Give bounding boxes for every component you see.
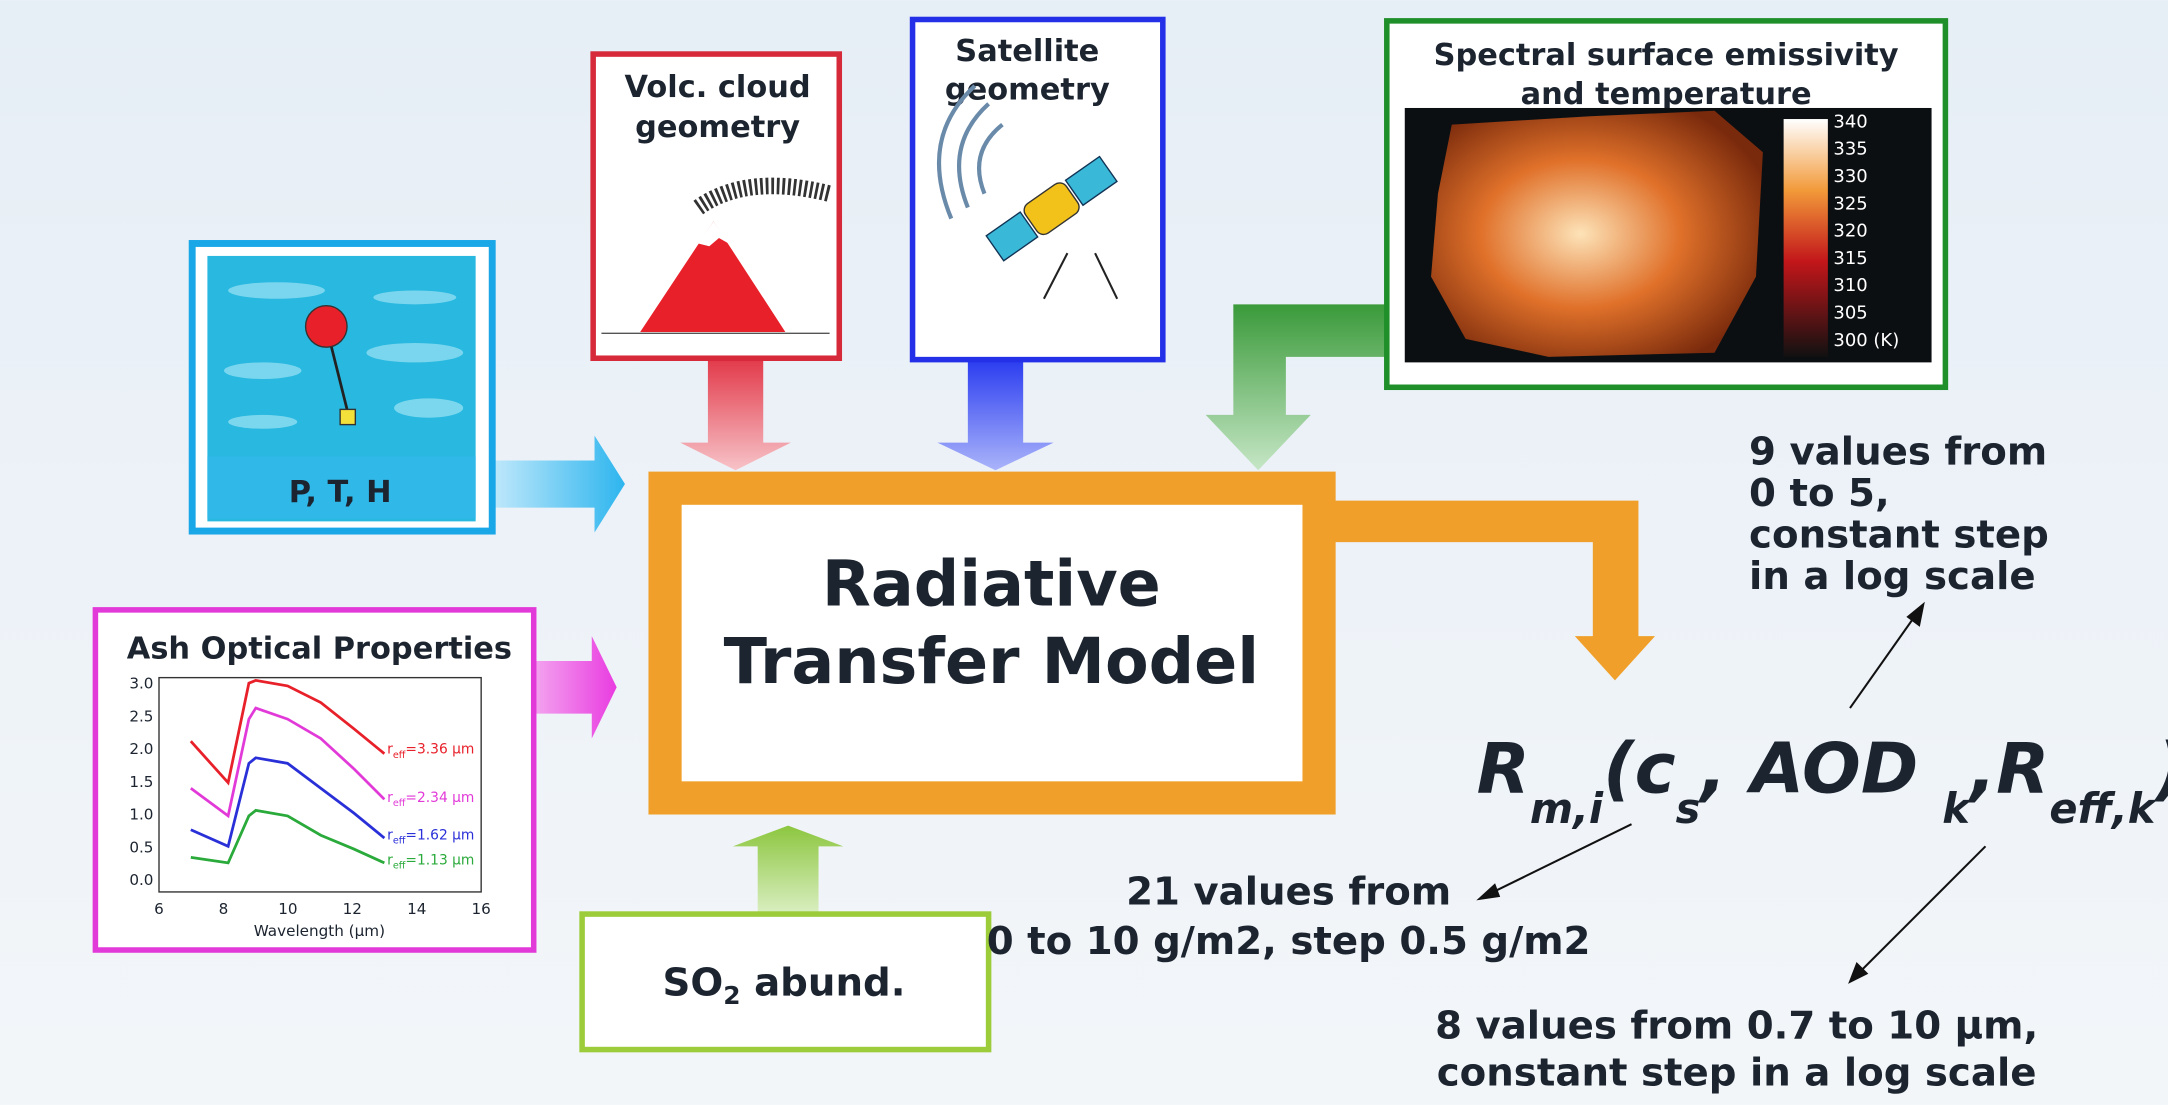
- satellite-box: [909, 16, 1166, 363]
- subscript: eff,k: [2049, 785, 2157, 833]
- arrow: [680, 359, 791, 471]
- x-tick-label: 10: [278, 900, 297, 918]
- colorbar-label: 320: [1833, 221, 1867, 242]
- ash-title: Ash Optical Properties: [127, 631, 512, 666]
- text: (c: [1603, 729, 1676, 809]
- curve-label: reff=1.62 μm: [387, 827, 474, 846]
- satellite: [985, 155, 1118, 262]
- so2-box: [579, 911, 992, 1053]
- snow: [698, 221, 729, 247]
- surface-title: Spectral surface emissivity: [1434, 38, 1899, 73]
- formula: Rm,i(cs, AOD k,Reff,k): [1477, 729, 2168, 832]
- surface-title: and temperature: [1521, 77, 1812, 112]
- y-tick-label: 3.0: [129, 675, 153, 693]
- x-axis-label: Wavelength (μm): [254, 922, 385, 940]
- model-title: Transfer Model: [724, 624, 1260, 698]
- text: =1.62 μm: [405, 827, 474, 843]
- colorbar-label: 305: [1833, 302, 1867, 323]
- text: SO: [663, 961, 724, 1006]
- colorbar-label: 300 (K): [1833, 330, 1899, 351]
- arrow: [493, 435, 625, 533]
- so2-label: SO2 abund.: [663, 961, 906, 1010]
- x-tick-label: 8: [219, 900, 229, 918]
- text: r: [387, 742, 393, 758]
- text: , AOD: [1697, 729, 1942, 809]
- y-tick-label: 2.0: [129, 740, 153, 758]
- colorbar-label: 340: [1833, 111, 1867, 132]
- label-band: [207, 456, 476, 519]
- text: R: [1477, 729, 1530, 809]
- annotation: 8 values from 0.7 to 10 μm,: [1435, 1004, 2038, 1049]
- colorbar: [1783, 119, 1828, 357]
- text: ,R: [1967, 729, 2050, 809]
- subscript: eff: [393, 750, 406, 761]
- annotation: constant step: [1749, 513, 2049, 558]
- model-box: [648, 471, 1336, 815]
- curves: [189, 678, 386, 865]
- subscript: eff: [393, 836, 406, 847]
- x-tick-label: 12: [343, 900, 362, 918]
- curve-label: reff=1.13 μm: [387, 852, 474, 871]
- text: r: [387, 790, 393, 806]
- text: ): [2153, 729, 2168, 809]
- x-tick-label: 6: [154, 900, 164, 918]
- x-tick-label: 16: [471, 900, 490, 918]
- curve-label: reff=3.36 μm: [387, 742, 474, 761]
- curve-label: reff=2.34 μm: [387, 790, 474, 809]
- text: =1.13 μm: [405, 852, 474, 868]
- subscript: 2: [723, 981, 740, 1010]
- text: abund.: [741, 961, 906, 1006]
- annotation: in a log scale: [1749, 554, 2036, 599]
- annotation: 0 to 5,: [1749, 471, 1890, 516]
- clouds: [223, 282, 464, 429]
- view-lines: [1042, 252, 1119, 300]
- y-tick-label: 0.0: [129, 871, 153, 889]
- arrow: [937, 359, 1054, 471]
- annotation: 9 values from: [1749, 430, 2047, 475]
- y-tick-label: 2.5: [129, 707, 153, 725]
- volcano-title: geometry: [635, 110, 800, 145]
- subscript: eff: [393, 860, 406, 871]
- colorbar-label: 325: [1833, 193, 1867, 214]
- colorbar-label: 315: [1833, 248, 1867, 269]
- y-tick-label: 0.5: [129, 838, 153, 856]
- thermal-map: [1431, 110, 1763, 357]
- text: =2.34 μm: [405, 790, 474, 806]
- model-title: Radiative: [822, 547, 1161, 621]
- volcano-title: Volc. cloud: [625, 70, 811, 105]
- annotation: constant step in a log scale: [1437, 1051, 2037, 1096]
- subscript: k: [1942, 785, 1972, 833]
- arrow: [1205, 304, 1386, 471]
- smoke: [693, 177, 832, 215]
- annotation: 0 to 10 g/m2, step 0.5 g/m2: [987, 919, 1591, 964]
- colorbar-label: 335: [1833, 139, 1867, 160]
- y-tick-label: 1.0: [129, 806, 153, 824]
- signal: [936, 84, 1004, 220]
- satellite-title: Satellite: [955, 34, 1099, 69]
- text: r: [387, 827, 393, 843]
- text: r: [387, 852, 393, 868]
- ash-box: [92, 607, 537, 953]
- pth-label: P, T, H: [289, 475, 392, 510]
- y-tick-label: 1.5: [129, 773, 153, 791]
- sonde: [339, 408, 357, 426]
- subscript: m,i: [1530, 785, 1604, 833]
- colorbar-label: 330: [1833, 166, 1867, 187]
- pointer-arrows: [1476, 601, 1987, 984]
- balloon: [304, 305, 348, 348]
- colorbar-label: 310: [1833, 275, 1867, 296]
- arrow: [518, 636, 617, 739]
- subscript: eff: [393, 798, 406, 809]
- arrow: [732, 825, 844, 913]
- x-tick-label: 14: [407, 900, 426, 918]
- text: =3.36 μm: [405, 742, 474, 758]
- volcano: [640, 221, 786, 332]
- annotation: 21 values from: [1126, 869, 1451, 914]
- subscript: s: [1676, 785, 1701, 833]
- plot-frame: [158, 676, 482, 893]
- arrow: [1320, 500, 1656, 681]
